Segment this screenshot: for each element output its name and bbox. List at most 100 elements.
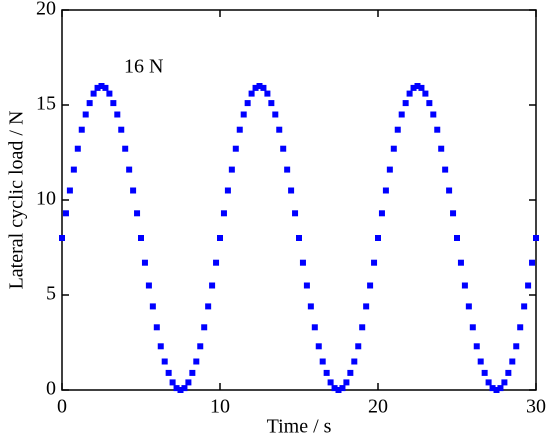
marker bbox=[438, 145, 445, 152]
marker bbox=[501, 379, 508, 386]
marker bbox=[351, 358, 358, 365]
marker bbox=[122, 145, 129, 152]
marker bbox=[177, 387, 184, 393]
marker bbox=[422, 90, 429, 97]
marker bbox=[59, 235, 65, 241]
marker bbox=[418, 84, 425, 91]
marker bbox=[307, 303, 314, 310]
marker bbox=[280, 145, 287, 152]
marker bbox=[272, 111, 279, 118]
marker bbox=[521, 303, 528, 310]
marker bbox=[359, 324, 366, 331]
marker bbox=[410, 84, 417, 91]
marker bbox=[386, 166, 393, 173]
marker bbox=[343, 379, 350, 386]
marker bbox=[181, 385, 188, 392]
marker bbox=[141, 259, 148, 266]
marker bbox=[363, 303, 370, 310]
y-tick-label: 10 bbox=[36, 188, 56, 210]
marker bbox=[454, 235, 460, 241]
y-axis-label: Lateral cyclic load / N bbox=[6, 111, 28, 290]
marker bbox=[217, 235, 223, 241]
annotation: 16 N bbox=[124, 56, 163, 78]
marker bbox=[74, 145, 81, 152]
marker bbox=[323, 369, 330, 376]
marker bbox=[465, 303, 472, 310]
marker bbox=[513, 343, 520, 350]
marker bbox=[299, 259, 306, 266]
marker bbox=[209, 282, 216, 289]
marker bbox=[331, 385, 338, 392]
marker bbox=[110, 100, 117, 107]
marker bbox=[134, 210, 141, 217]
marker bbox=[402, 100, 409, 107]
marker bbox=[224, 187, 231, 194]
marker bbox=[335, 387, 342, 393]
marker bbox=[240, 111, 247, 118]
marker bbox=[165, 369, 172, 376]
marker bbox=[276, 126, 283, 133]
marker bbox=[525, 282, 532, 289]
marker bbox=[244, 100, 251, 107]
marker bbox=[382, 187, 389, 194]
marker bbox=[371, 259, 378, 266]
marker bbox=[78, 126, 85, 133]
marker bbox=[339, 385, 346, 392]
y-tick-label: 15 bbox=[36, 93, 56, 115]
marker bbox=[201, 324, 208, 331]
marker bbox=[161, 358, 168, 365]
marker bbox=[529, 259, 536, 266]
marker bbox=[153, 324, 160, 331]
marker bbox=[414, 83, 421, 89]
x-tick-label: 20 bbox=[368, 396, 388, 418]
marker bbox=[260, 84, 267, 91]
marker bbox=[398, 111, 405, 118]
marker bbox=[485, 379, 492, 386]
marker bbox=[473, 343, 480, 350]
marker bbox=[248, 90, 255, 97]
marker bbox=[94, 84, 101, 91]
marker bbox=[145, 282, 152, 289]
marker bbox=[390, 145, 397, 152]
marker bbox=[169, 379, 176, 386]
x-tick-label: 30 bbox=[526, 396, 546, 418]
marker bbox=[296, 235, 302, 241]
marker bbox=[205, 303, 212, 310]
marker bbox=[185, 379, 192, 386]
marker bbox=[213, 259, 220, 266]
marker bbox=[517, 324, 524, 331]
y-tick-label: 5 bbox=[46, 283, 56, 305]
x-tick-label: 10 bbox=[210, 396, 230, 418]
marker bbox=[138, 235, 144, 241]
marker bbox=[292, 210, 299, 217]
marker bbox=[347, 369, 354, 376]
marker bbox=[303, 282, 310, 289]
marker bbox=[130, 187, 137, 194]
marker bbox=[406, 90, 413, 97]
marker bbox=[311, 324, 318, 331]
marker bbox=[430, 111, 437, 118]
marker bbox=[450, 210, 457, 217]
marker bbox=[252, 84, 259, 91]
marker bbox=[394, 126, 401, 133]
marker bbox=[228, 166, 235, 173]
marker bbox=[70, 166, 77, 173]
marker bbox=[493, 387, 500, 393]
marker bbox=[149, 303, 156, 310]
marker bbox=[457, 259, 464, 266]
marker bbox=[197, 343, 204, 350]
marker bbox=[481, 369, 488, 376]
marker bbox=[102, 84, 109, 91]
marker bbox=[114, 111, 121, 118]
x-axis-label: Time / s bbox=[267, 416, 332, 438]
marker bbox=[378, 210, 385, 217]
y-tick-label: 0 bbox=[46, 378, 56, 400]
marker bbox=[126, 166, 133, 173]
marker bbox=[66, 187, 73, 194]
marker bbox=[288, 187, 295, 194]
marker bbox=[268, 100, 275, 107]
marker bbox=[256, 83, 263, 89]
marker bbox=[446, 187, 453, 194]
marker bbox=[434, 126, 441, 133]
